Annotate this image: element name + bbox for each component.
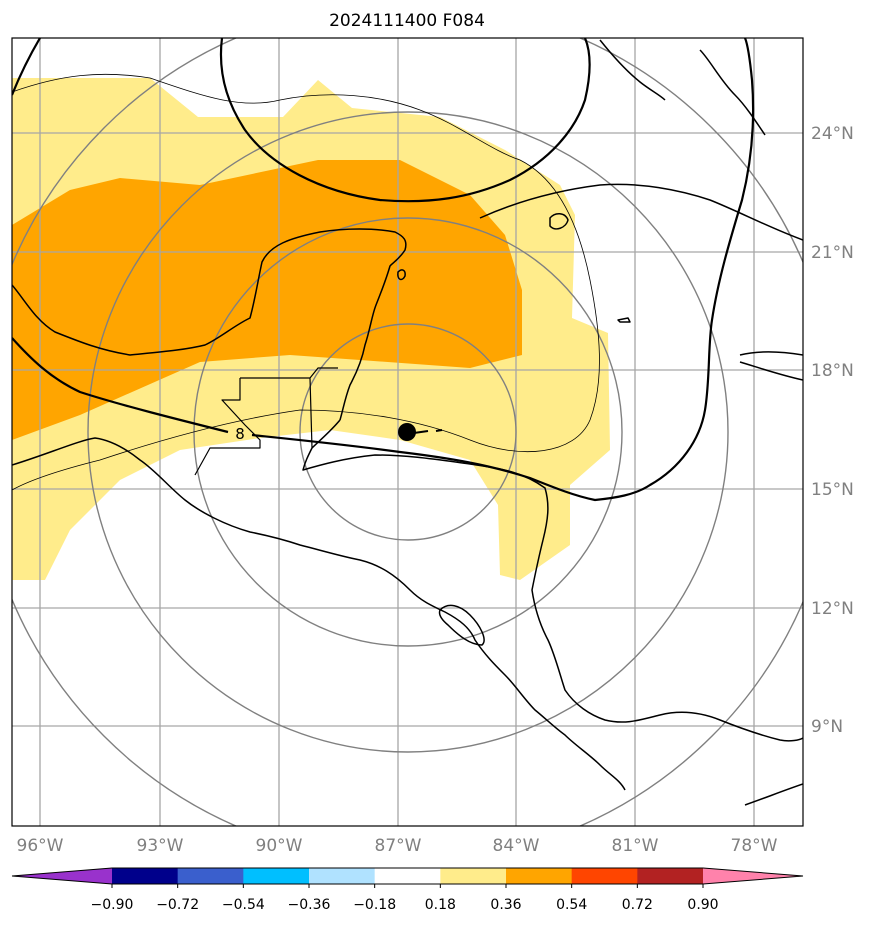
lon-tick-label: 90°W — [256, 836, 303, 856]
colorbar-tick-label: −0.36 — [288, 897, 331, 913]
lon-tick-label: 93°W — [137, 836, 184, 856]
colorbar-swatch — [440, 868, 507, 884]
colorbar-tick-label: 0.72 — [622, 897, 653, 913]
lat-tick-label: 24°N — [811, 124, 854, 144]
thin-contour — [12, 73, 600, 491]
coastline-nicaragua-lake — [438, 604, 485, 646]
lat-tick-label: 12°N — [811, 599, 854, 619]
colorbar-tick-label: 0.18 — [425, 897, 456, 913]
coastline-gulf-mexico — [12, 228, 407, 421]
colorbar-swatch — [309, 868, 376, 884]
coastline-florida — [599, 39, 766, 136]
colorbar-tick-label: −0.18 — [353, 897, 396, 913]
colorbar-swatch — [637, 868, 704, 884]
coastline-south-america — [744, 783, 803, 806]
lon-tick-label: 81°W — [612, 836, 659, 856]
colorbar-swatch — [243, 868, 310, 884]
colorbar-tick-label: −0.54 — [222, 897, 265, 913]
graticule — [12, 38, 803, 826]
coastline-isle-of-youth — [549, 213, 569, 230]
lon-tick-label: 78°W — [731, 836, 778, 856]
lat-tick-labels: 24°N 21°N 18°N 15°N 12°N 9°N — [811, 124, 854, 737]
lon-tick-label: 96°W — [17, 836, 64, 856]
border-mexico-guatemala-belize — [194, 367, 338, 476]
colorbar-swatch — [571, 868, 638, 884]
colorbar-extend-low — [12, 868, 112, 884]
map-frame — [11, 37, 804, 827]
colorbar-tick-label: −0.90 — [91, 897, 134, 913]
heavy-contour-top — [219, 38, 591, 203]
colorbar-tick-label: 0.36 — [490, 897, 521, 913]
center-marker-tail — [413, 429, 443, 434]
colorbar-tick-label: 0.54 — [556, 897, 587, 913]
lat-tick-label: 21°N — [811, 243, 854, 263]
lon-tick-label: 84°W — [493, 836, 540, 856]
colorbar-swatch — [374, 868, 441, 884]
coastline-belize-honduras — [302, 419, 549, 541]
island-cozumel — [397, 269, 406, 281]
coastline-caribbean-central-america — [531, 539, 803, 742]
coastline-pacific — [12, 437, 626, 791]
lat-tick-label: 18°N — [811, 361, 854, 381]
colorbar: −0.90 −0.72 −0.54 −0.36 −0.18 0.18 0.36 0.54 0.7… — [11, 867, 804, 913]
map-panel: 8 — [12, 38, 803, 826]
colorbar-swatch — [506, 868, 573, 884]
colorbar-tick-label: −0.72 — [156, 897, 199, 913]
figure-title: 2024111400 F084 — [329, 11, 485, 31]
lat-tick-label: 15°N — [811, 480, 854, 500]
colorbar-extend-high — [703, 868, 803, 884]
center-marker — [398, 423, 416, 441]
coastline-hispaniola — [739, 351, 803, 381]
contour-label: 8 — [235, 425, 245, 443]
coastlines — [12, 39, 803, 806]
colorbar-swatch — [112, 868, 179, 884]
coastline-jamaica — [617, 317, 631, 323]
colorbar-tick-label: 0.90 — [687, 897, 718, 913]
heavy-contour-main — [12, 38, 755, 502]
lon-tick-label: 87°W — [375, 836, 422, 856]
heavy-contour-left — [12, 38, 41, 96]
colorbar-swatch — [177, 868, 244, 884]
lon-tick-labels: 96°W 93°W 90°W 87°W 84°W 81°W 78°W — [17, 836, 778, 856]
lat-tick-label: 9°N — [811, 717, 843, 737]
coastline-cuba — [479, 183, 803, 241]
